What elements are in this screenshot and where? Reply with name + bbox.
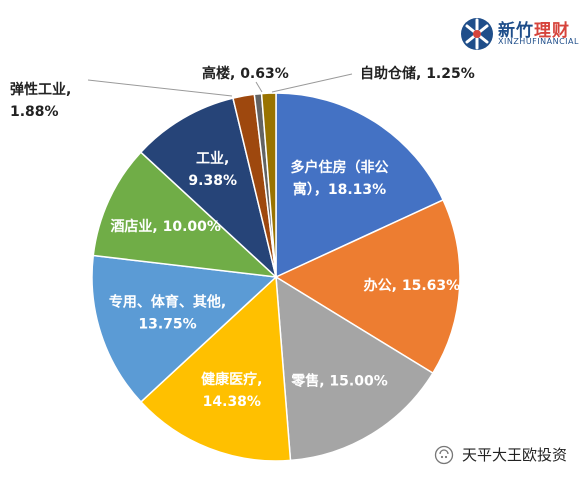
pie-slice — [275, 92, 445, 279]
logo-main-text: 新竹 — [498, 21, 534, 41]
pie-slice — [92, 151, 279, 279]
slice-label: 酒店业, 10.00% — [110, 218, 221, 235]
pie-slice — [275, 275, 434, 462]
slice-label: 自助仓储, 1.25% — [360, 65, 475, 82]
slice-label: 高楼, 0.63% — [202, 65, 289, 82]
pie-slice — [91, 254, 278, 403]
watermark-text: 天平大王欧投资 — [462, 446, 568, 464]
slice-label: 多户住房（非公寓），18.13% — [291, 159, 389, 198]
slice-label: 工业, 9.38% — [188, 151, 237, 189]
pie-slice — [274, 198, 461, 375]
logo-subtitle: XINZHUFINANCIAL — [498, 37, 579, 46]
slice-label: 专用、体育、其他, 13.75% — [109, 293, 226, 332]
slice-labels: 多户住房（非公寓），18.13% 办公, 15.63% 零售, 15.00% 健康医疗… — [10, 65, 475, 410]
slice-label: 健康医疗, 14.38% — [201, 371, 262, 410]
logo-icon — [461, 18, 493, 50]
pie-slice — [139, 275, 292, 462]
logo-text: 新竹理财 — [498, 16, 570, 41]
logo-accent-text: 理财 — [534, 21, 570, 41]
leader-line — [255, 81, 263, 93]
slice-label: 办公, 15.63% — [364, 277, 461, 294]
slice-label: 零售, 15.00% — [290, 373, 388, 390]
watermark: 天平大王欧投资 — [434, 444, 567, 465]
leader-line — [271, 73, 353, 93]
pie-slice — [139, 97, 278, 280]
leader-line — [87, 79, 233, 97]
wechat-icon — [434, 445, 454, 464]
pie-slices — [91, 92, 461, 462]
slice-label: 弹性工业, 1.88% — [10, 81, 71, 120]
pie-slice — [260, 92, 277, 278]
leader-lines — [87, 73, 353, 97]
